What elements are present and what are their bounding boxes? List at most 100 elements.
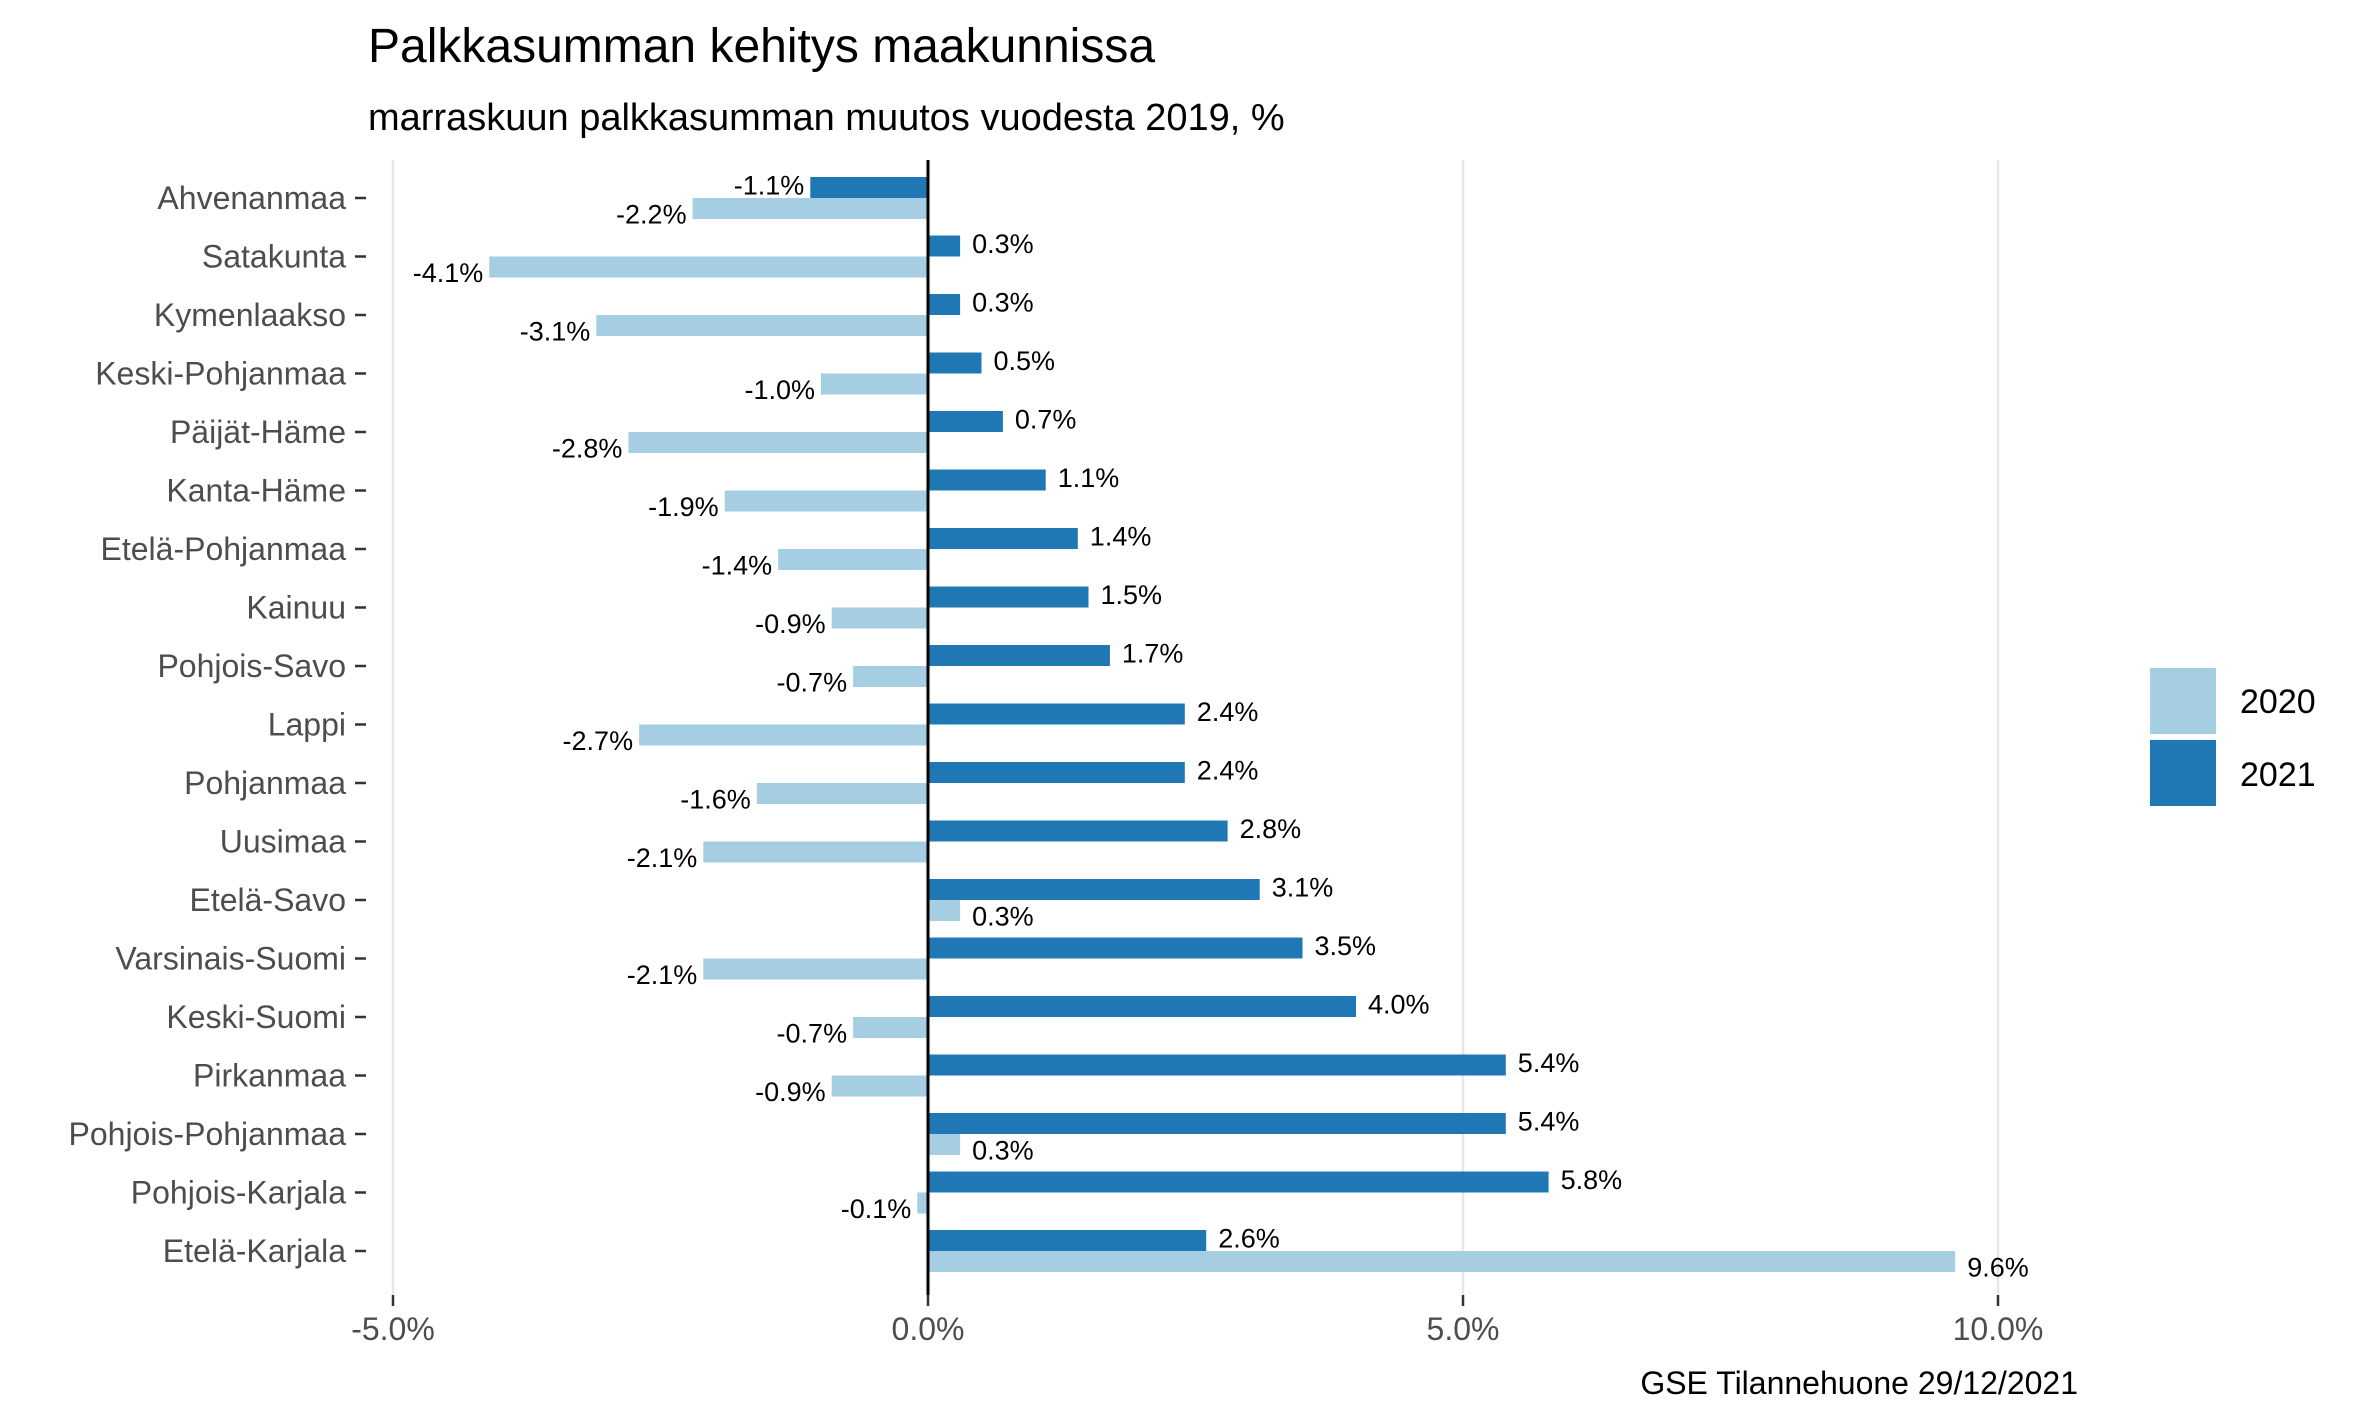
bar-2020 — [928, 1251, 1956, 1272]
data-label-2021: 1.5% — [1101, 580, 1163, 610]
bar-2020 — [489, 256, 928, 278]
data-label-2020: -2.1% — [627, 960, 698, 990]
data-label-2021: 2.4% — [1197, 756, 1259, 786]
legend-swatch-2021 — [2150, 740, 2216, 806]
x-tick-label: -5.0% — [351, 1311, 435, 1347]
data-label-2021: 5.8% — [1561, 1165, 1623, 1195]
data-label-2021: 5.4% — [1518, 1048, 1580, 1078]
bar-2020 — [639, 724, 928, 746]
bar-2021 — [928, 469, 1046, 491]
data-label-2020: -2.2% — [616, 200, 687, 230]
data-label-2021: 0.3% — [972, 229, 1034, 259]
data-label-2021: 0.5% — [994, 346, 1056, 376]
bar-2020 — [831, 1075, 928, 1097]
bar-2020 — [853, 666, 928, 687]
legend-swatch-2020 — [2150, 668, 2216, 734]
category-label: Pohjois-Pohjanmaa — [69, 1116, 347, 1152]
data-label-2020: -4.1% — [413, 258, 484, 288]
bar-2020 — [821, 373, 928, 395]
bar-2020 — [928, 900, 961, 921]
category-label: Pohjanmaa — [184, 765, 346, 801]
x-tick-label: 0.0% — [892, 1311, 965, 1347]
bar-2021 — [928, 996, 1356, 1017]
bar-2021 — [928, 1230, 1207, 1251]
bar-2021 — [928, 762, 1185, 783]
data-label-2020: -1.4% — [702, 551, 773, 581]
category-label: Etelä-Savo — [189, 882, 346, 918]
category-label: Pirkanmaa — [193, 1058, 346, 1094]
bar-2020 — [703, 841, 928, 863]
category-label: Etelä-Pohjanmaa — [101, 531, 347, 567]
category-label: Kanta-Häme — [166, 473, 346, 509]
data-label-2020: -1.6% — [680, 785, 751, 815]
data-label-2021: 0.7% — [1015, 405, 1077, 435]
bar-2020 — [596, 315, 928, 336]
data-label-2020: -0.1% — [841, 1194, 912, 1224]
bar-2020 — [928, 1134, 961, 1155]
category-label: Varsinais-Suomi — [115, 941, 346, 977]
bar-2020 — [853, 1017, 928, 1038]
bar-2021 — [928, 235, 961, 257]
data-label-2020: -1.9% — [648, 492, 719, 522]
data-label-2020: -2.7% — [563, 726, 634, 756]
bar-2021 — [928, 1113, 1506, 1134]
category-label: Uusimaa — [220, 824, 346, 860]
data-labels: -2.2% -1.1% -4.1% 0.3% -3.1% 0.3% -1.0% 0.5% -2.… — [413, 171, 2029, 1283]
data-label-2020: -0.9% — [755, 609, 826, 639]
chart-subtitle: marraskuun palkkasumman muutos vuodesta … — [368, 97, 1285, 139]
category-label: Keski-Pohjanmaa — [95, 356, 346, 392]
data-label-2021: 1.1% — [1058, 463, 1120, 493]
bar-2021 — [928, 645, 1110, 666]
data-label-2021: 5.4% — [1518, 1107, 1580, 1137]
data-label-2020: -2.1% — [627, 843, 698, 873]
bar-2020 — [778, 549, 928, 570]
data-label-2020: -2.8% — [552, 434, 623, 464]
category-label: Kymenlaakso — [154, 297, 346, 333]
data-label-2020: 9.6% — [1967, 1253, 2029, 1283]
category-label: Pohjois-Karjala — [131, 1175, 346, 1211]
data-label-2021: 0.3% — [972, 288, 1034, 318]
legend-label-2021: 2021 — [2240, 756, 2316, 794]
data-label-2020: -3.1% — [520, 317, 591, 347]
data-label-2021: 1.7% — [1122, 639, 1184, 669]
bar-2021 — [928, 1054, 1506, 1076]
category-label: Päijät-Häme — [170, 414, 346, 450]
bar-2020 — [703, 958, 928, 980]
data-label-2020: -0.9% — [755, 1077, 826, 1107]
data-label-2021: 2.8% — [1240, 814, 1302, 844]
category-label: Lappi — [268, 707, 346, 743]
data-label-2021: -1.1% — [734, 171, 805, 201]
legend-label-2020: 2020 — [2240, 683, 2316, 721]
bar-2020 — [692, 198, 928, 219]
category-label: Satakunta — [202, 239, 346, 275]
category-label: Pohjois-Savo — [157, 648, 346, 684]
bar-2021 — [928, 820, 1228, 842]
bar-2020 — [756, 783, 928, 804]
data-label-2020: -0.7% — [777, 668, 848, 698]
data-label-2021: 3.1% — [1272, 873, 1334, 903]
bars — [489, 160, 1956, 1295]
bar-2020 — [724, 490, 928, 512]
data-label-2021: 2.6% — [1218, 1224, 1280, 1254]
y-axis: Ahvenanmaa Satakunta Kymenlaakso Keski-Pohj… — [69, 180, 366, 1269]
bar-2021 — [928, 352, 982, 374]
bar-2021 — [928, 294, 961, 315]
bar-2021 — [928, 411, 1003, 432]
category-label: Ahvenanmaa — [157, 180, 346, 216]
data-label-2020: -0.7% — [777, 1019, 848, 1049]
bar-2021 — [810, 177, 928, 198]
bar-2021 — [928, 528, 1078, 549]
bar-2020 — [917, 1192, 928, 1214]
bar-2020 — [831, 607, 928, 629]
bar-2021 — [928, 1171, 1549, 1193]
category-label: Etelä-Karjala — [163, 1233, 346, 1269]
data-label-2021: 1.4% — [1090, 522, 1152, 552]
gridlines — [391, 160, 2000, 1295]
bar-2021 — [928, 937, 1303, 959]
data-label-2021: 3.5% — [1315, 931, 1377, 961]
data-label-2020: 0.3% — [972, 902, 1034, 932]
data-label-2020: -1.0% — [744, 375, 815, 405]
x-tick-label: 5.0% — [1427, 1311, 1500, 1347]
data-label-2021: 4.0% — [1368, 990, 1430, 1020]
